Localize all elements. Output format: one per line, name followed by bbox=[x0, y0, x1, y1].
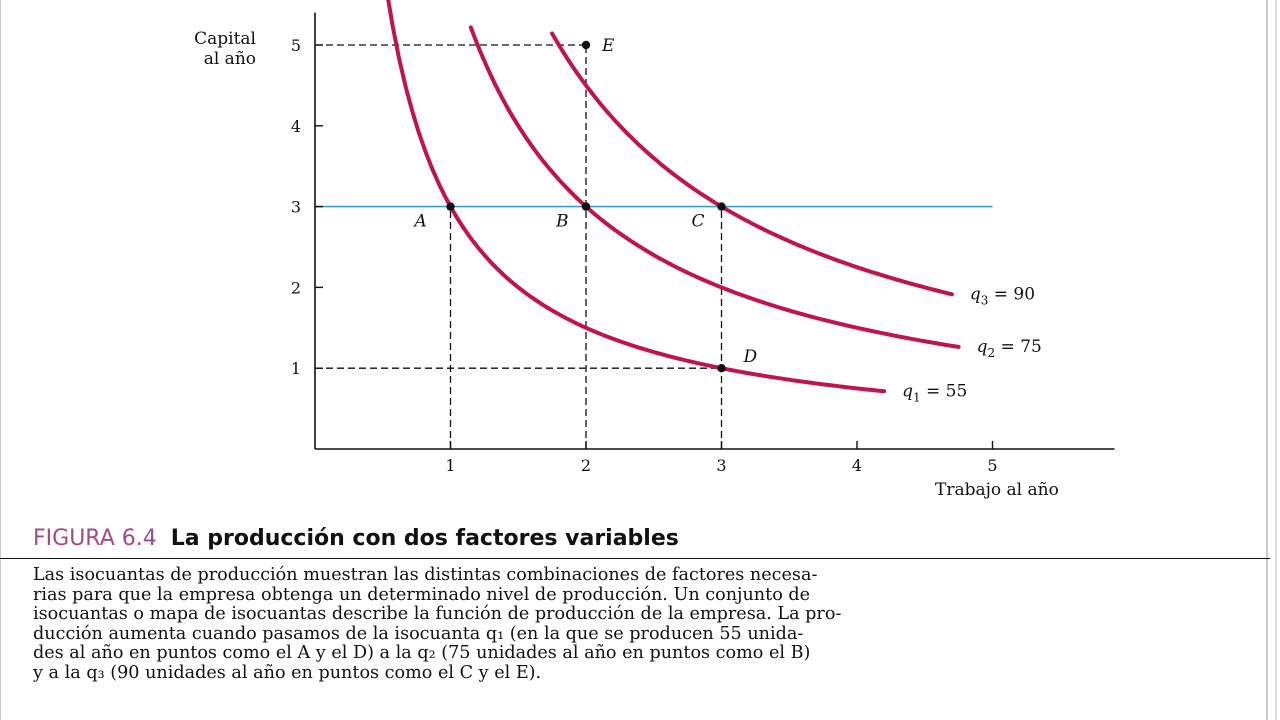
dashed-guides bbox=[315, 45, 722, 449]
point-e-marker bbox=[582, 41, 590, 49]
curve-label-q2: q2 = 75 bbox=[977, 337, 1042, 360]
point-d-marker bbox=[717, 364, 725, 372]
curve-labels: q1 = 55 q2 = 75 q3 = 90 bbox=[902, 284, 1042, 404]
isoquant-curve-q3 bbox=[552, 34, 952, 295]
y-tick-label: 5 bbox=[291, 36, 301, 55]
figure-title: La producción con dos factores variables bbox=[171, 526, 679, 551]
caption-line: rias para que la empresa obtenga un dete… bbox=[33, 586, 1248, 606]
y-tick-label: 1 bbox=[291, 359, 301, 378]
isoquant-curves bbox=[360, 0, 959, 391]
axis-ticks: 1 2 3 4 5 1 2 3 4 5 bbox=[291, 36, 998, 475]
y-tick-label: 2 bbox=[291, 278, 301, 297]
x-axis-title: Trabajo al año bbox=[935, 480, 1059, 500]
y-tick-label: 4 bbox=[291, 117, 301, 136]
x-tick-label: 2 bbox=[581, 456, 591, 475]
curve-label-q1: q1 = 55 bbox=[902, 381, 967, 404]
y-tick-label: 3 bbox=[291, 198, 301, 217]
point-a-marker bbox=[446, 202, 454, 210]
axes bbox=[315, 13, 1114, 449]
point-b-label: B bbox=[555, 212, 569, 232]
y-axis-title-line-1: Capital bbox=[194, 29, 256, 49]
point-c-marker bbox=[717, 202, 725, 210]
figure-caption-title: FIGURA 6.4 La producción con dos factore… bbox=[33, 526, 679, 551]
point-c-label: C bbox=[692, 212, 705, 232]
x-tick-label: 1 bbox=[445, 456, 455, 475]
x-tick-label: 3 bbox=[716, 456, 726, 475]
figure-number: FIGURA 6.4 bbox=[33, 526, 157, 551]
isoquant-curve-q2 bbox=[471, 27, 959, 347]
point-a-label: A bbox=[413, 212, 427, 232]
isoquant-chart: 1 2 3 4 5 1 2 3 4 5 A B C D E q1 = 55 q2 = 75 q3 = 90 C… bbox=[0, 0, 1280, 520]
caption-line: Las isocuantas de producción muestran la… bbox=[33, 566, 1248, 586]
curve-label-q3: q3 = 90 bbox=[970, 284, 1035, 307]
figure-caption-text: Las isocuantas de producción muestran la… bbox=[33, 566, 1248, 683]
caption-line: des al año en puntos como el A y el D) a… bbox=[33, 644, 1248, 664]
caption-divider bbox=[0, 558, 1270, 559]
caption-line: y a la q₃ (90 unidades al año en puntos … bbox=[33, 664, 1248, 684]
point-e-label: E bbox=[601, 36, 615, 56]
y-axis-title-line-2: al año bbox=[204, 49, 256, 69]
caption-line: isocuantas o mapa de isocuantas describe… bbox=[33, 605, 1248, 625]
isoquant-curve-q1 bbox=[360, 0, 884, 391]
point-d-label: D bbox=[743, 347, 758, 367]
point-b-marker bbox=[582, 202, 590, 210]
x-tick-label: 4 bbox=[852, 456, 862, 475]
caption-line: ducción aumenta cuando pasamos de la iso… bbox=[33, 625, 1248, 645]
x-tick-label: 5 bbox=[987, 456, 997, 475]
